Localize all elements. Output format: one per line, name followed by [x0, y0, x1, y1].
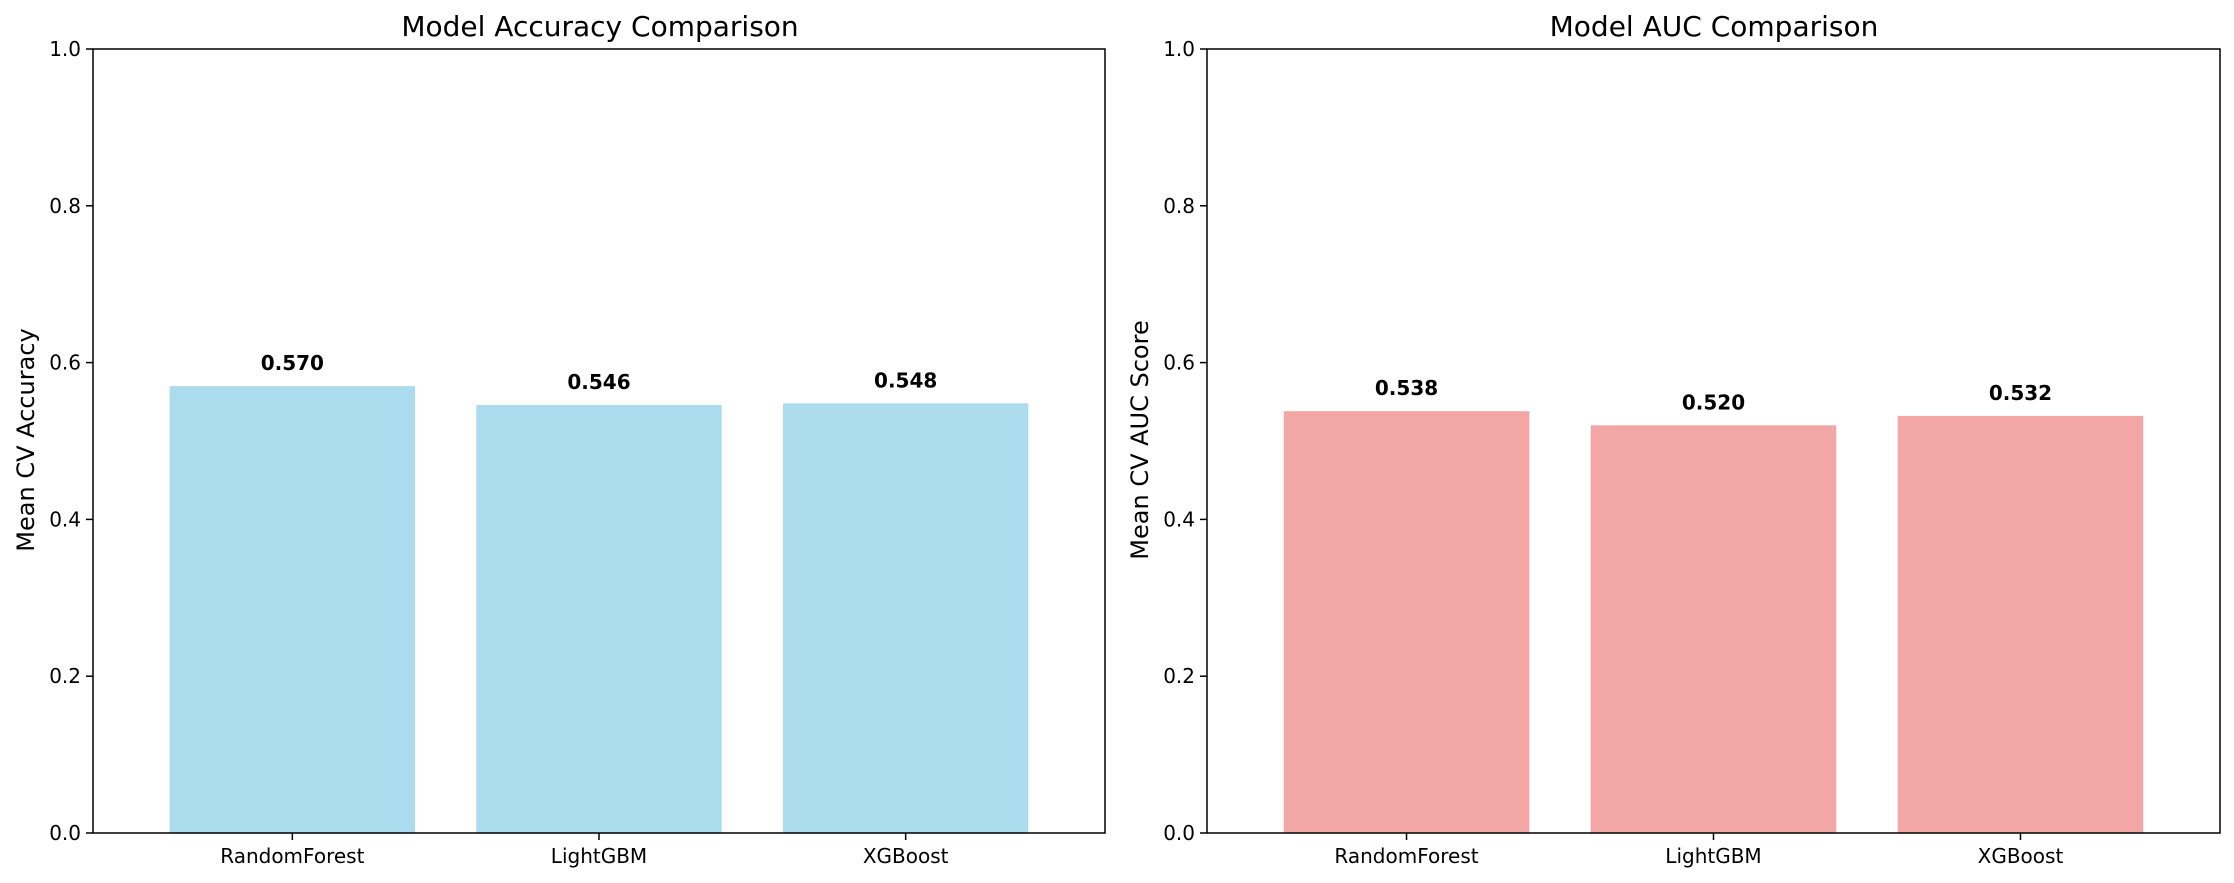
- y-tick-label: 0.2: [1163, 664, 1195, 688]
- chart-auc: Model AUC Comparison Mean CV AUC Score 0…: [1126, 10, 2221, 868]
- data-label: 0.538: [1375, 376, 1438, 400]
- axes-frame: [1206, 48, 2221, 834]
- data-label: 0.546: [567, 370, 630, 394]
- bar: [1590, 425, 1837, 833]
- plot-area: 0.538 RandomForest 0.520 LightGBM 0.532 XGBoo…: [1163, 37, 2221, 868]
- y-tick-label: 0.4: [49, 507, 81, 531]
- x-tick-label: LightGBM: [551, 844, 647, 868]
- data-label: 0.520: [1682, 390, 1745, 414]
- x-tick-label: LightGBM: [1665, 844, 1761, 868]
- plot-area: 0.570 RandomForest 0.546 LightGBM 0.548 XGBoo…: [49, 37, 1106, 868]
- x-tick-label: RandomForest: [1334, 844, 1478, 868]
- y-tick-label: 0.8: [49, 194, 81, 218]
- chart-title: Model Accuracy Comparison: [401, 10, 798, 43]
- x-tick-label: XGBoost: [863, 844, 949, 868]
- bar: [1283, 411, 1530, 833]
- y-axis-label: Mean CV AUC Score: [1126, 320, 1154, 559]
- y-tick-label: 0.0: [49, 821, 81, 845]
- bar: [1897, 415, 2144, 833]
- axes-frame: [92, 48, 1106, 834]
- bar: [783, 403, 1029, 833]
- bar: [169, 386, 415, 833]
- y-tick-label: 0.0: [1163, 821, 1195, 845]
- y-tick-label: 0.2: [49, 664, 81, 688]
- y-tick-label: 1.0: [1163, 37, 1195, 61]
- data-label: 0.532: [1989, 381, 2052, 405]
- y-tick-label: 0.6: [49, 351, 81, 375]
- y-tick-label: 0.8: [1163, 194, 1195, 218]
- x-tick-label: XGBoost: [1978, 844, 2064, 868]
- chart-title: Model AUC Comparison: [1550, 10, 1879, 43]
- x-tick-label: RandomForest: [220, 844, 364, 868]
- bar: [476, 404, 722, 833]
- chart-accuracy: Model Accuracy Comparison Mean CV Accura…: [12, 10, 1106, 868]
- y-tick-label: 1.0: [49, 37, 81, 61]
- y-axis-label: Mean CV Accuracy: [12, 328, 40, 551]
- data-label: 0.570: [261, 351, 324, 375]
- y-tick-label: 0.4: [1163, 507, 1195, 531]
- y-tick-label: 0.6: [1163, 351, 1195, 375]
- data-label: 0.548: [874, 368, 937, 392]
